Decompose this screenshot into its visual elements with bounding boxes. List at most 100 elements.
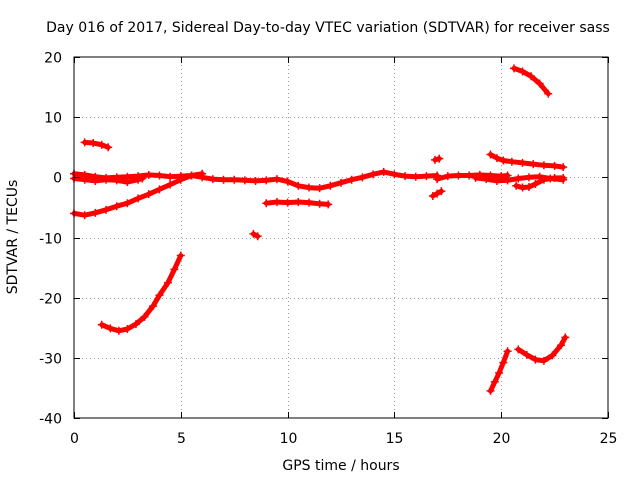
data-point: [390, 170, 399, 179]
data-point: [262, 176, 271, 185]
data-point: [249, 229, 258, 238]
data-point: [503, 347, 512, 356]
y-tick-label: 10: [44, 111, 62, 127]
data-point: [283, 198, 292, 207]
series-track-f: [262, 198, 333, 209]
data-point: [535, 79, 544, 88]
data-point: [490, 377, 499, 386]
series-track-n: [514, 333, 570, 365]
data-point: [454, 171, 463, 180]
data-point: [522, 350, 531, 359]
data-point: [80, 211, 89, 220]
data-point: [557, 341, 566, 350]
series-track-m: [486, 347, 512, 395]
data-point: [80, 175, 89, 184]
data-point: [251, 176, 260, 185]
data-point: [518, 158, 527, 167]
data-point: [112, 176, 121, 185]
y-tick-label: 20: [44, 51, 62, 67]
data-point: [304, 183, 313, 192]
data-point: [166, 172, 175, 181]
series-track-e: [249, 229, 262, 241]
data-point: [138, 174, 147, 183]
data-point: [91, 208, 100, 217]
data-point: [465, 171, 474, 180]
data-point: [106, 324, 115, 333]
data-point: [559, 173, 568, 182]
data-point: [134, 194, 143, 203]
data-point: [499, 358, 508, 367]
data-point: [155, 171, 164, 180]
x-tick-label: 10: [280, 431, 298, 447]
data-point: [433, 175, 442, 184]
data-point: [358, 173, 367, 182]
plot-frame: [73, 56, 609, 419]
data-point: [123, 178, 132, 187]
data-point: [443, 172, 452, 181]
data-point: [524, 182, 533, 191]
x-tick-label: 25: [600, 431, 618, 447]
data-point: [529, 160, 538, 169]
data-point: [80, 138, 89, 147]
data-point: [347, 175, 356, 184]
data-point: [104, 143, 113, 152]
data-point: [262, 199, 271, 208]
chart-title: Day 016 of 2017, Sidereal Day-to-day VTE…: [46, 20, 610, 36]
data-point: [91, 176, 100, 185]
series-track-i: [486, 150, 568, 172]
data-point: [539, 356, 548, 365]
data-point: [176, 251, 185, 260]
data-point: [219, 175, 228, 184]
data-point: [114, 326, 123, 335]
series-main-track-2: [433, 170, 512, 184]
data-point: [131, 320, 140, 329]
data-point: [155, 291, 164, 300]
data-point: [492, 154, 501, 163]
series-track-c: [80, 138, 113, 152]
data-point: [539, 161, 548, 170]
data-point: [272, 198, 281, 207]
data-point: [324, 200, 333, 209]
data-point: [140, 312, 149, 321]
data-point: [524, 173, 533, 182]
data-point: [531, 355, 540, 364]
data-point: [437, 187, 446, 196]
data-point: [514, 174, 523, 183]
data-point: [253, 232, 262, 241]
data-point: [492, 176, 501, 185]
data-point: [486, 386, 495, 395]
data-point: [97, 320, 106, 329]
data-point: [499, 156, 508, 165]
x-tick-label: 20: [493, 431, 511, 447]
data-point: [369, 170, 378, 179]
data-point: [294, 198, 303, 207]
data-point: [422, 172, 431, 181]
data-point: [294, 181, 303, 190]
data-point: [304, 198, 313, 207]
data-point: [518, 67, 527, 76]
data-point: [170, 265, 179, 274]
data-point: [163, 278, 172, 287]
y-tick-label: -40: [39, 412, 62, 428]
data-point: [548, 351, 557, 360]
data-point: [155, 185, 164, 194]
data-point: [401, 172, 410, 181]
data-point: [326, 181, 335, 190]
series-trace: [82, 139, 111, 150]
data-point: [435, 154, 444, 163]
series-track-g: [428, 187, 446, 200]
series-layer: [70, 64, 570, 395]
data-point: [539, 175, 548, 184]
data-point: [134, 175, 143, 184]
data-point: [486, 150, 495, 159]
y-tick-label: -30: [39, 352, 62, 368]
data-point: [512, 181, 521, 190]
data-point: [102, 205, 111, 214]
data-point: [112, 202, 121, 211]
data-point: [176, 175, 185, 184]
data-point: [272, 175, 281, 184]
data-point: [482, 175, 491, 184]
data-point: [550, 173, 559, 182]
data-point: [559, 163, 568, 172]
